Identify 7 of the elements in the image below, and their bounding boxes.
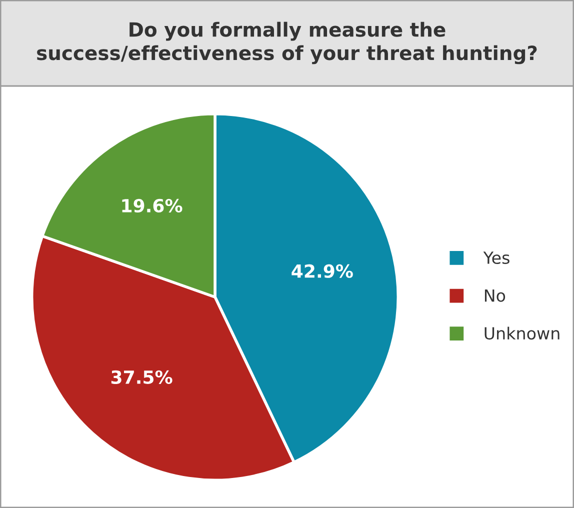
data-label: 19.6% xyxy=(122,198,182,213)
data-label: 42.9% xyxy=(292,264,353,278)
legend-label: No xyxy=(484,289,506,302)
legend-label: Yes xyxy=(483,252,510,264)
data-label: 37.5% xyxy=(111,370,172,384)
chart-title: Do you formally measure the success/effectiveness of your threat hunting? xyxy=(37,22,537,64)
legend-label: Unknown xyxy=(484,326,560,340)
